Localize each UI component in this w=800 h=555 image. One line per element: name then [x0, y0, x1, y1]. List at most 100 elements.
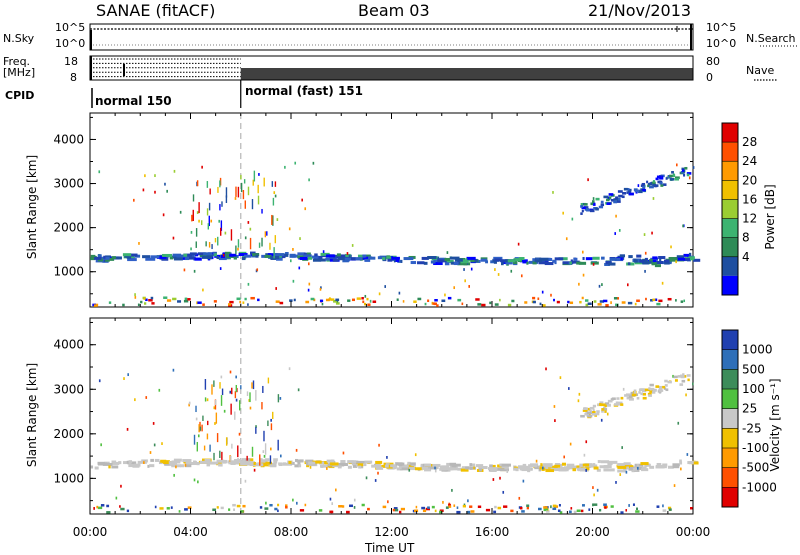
backscatter-cell — [668, 508, 672, 511]
backscatter-cell — [604, 404, 607, 408]
backscatter-cell — [618, 229, 621, 232]
backscatter-cell — [578, 261, 587, 265]
backscatter-cell — [251, 382, 253, 389]
backscatter-cell — [230, 455, 232, 462]
backscatter-cell — [242, 458, 246, 462]
backscatter-cell — [331, 502, 334, 506]
backscatter-cell — [578, 282, 580, 286]
backscatter-cell — [474, 258, 478, 262]
backscatter-cell — [522, 479, 525, 483]
backscatter-cell — [192, 209, 194, 222]
backscatter-cell — [242, 190, 245, 200]
backscatter-cell — [208, 461, 219, 465]
backscatter-cell — [620, 396, 624, 400]
backscatter-cell — [243, 179, 246, 184]
backscatter-cell — [641, 182, 646, 186]
backscatter-cell — [219, 180, 221, 188]
backscatter-cell — [430, 260, 436, 264]
backscatter-cell — [164, 462, 174, 466]
y-tick-label: 2000 — [53, 221, 84, 235]
backscatter-cell — [675, 299, 677, 302]
backscatter-cell — [454, 258, 463, 262]
backscatter-cell — [602, 408, 608, 411]
velocity-colorbar-tick-label: 25 — [742, 402, 757, 416]
backscatter-cell — [446, 462, 450, 466]
backscatter-cell — [633, 258, 637, 262]
backscatter-cell — [623, 187, 628, 191]
backscatter-cell — [184, 463, 187, 467]
backscatter-cell — [608, 193, 614, 196]
backscatter-cell — [90, 254, 96, 258]
backscatter-cell — [243, 254, 252, 258]
backscatter-cell — [191, 214, 193, 222]
backscatter-cell — [173, 458, 182, 462]
backscatter-cell — [240, 174, 242, 180]
backscatter-cell — [595, 197, 600, 201]
backscatter-cell — [279, 301, 284, 305]
backscatter-cell — [421, 256, 429, 260]
backscatter-cell — [561, 462, 567, 466]
backscatter-cell — [265, 501, 267, 505]
backscatter-cell — [183, 268, 186, 272]
cpid-segment-2: normal (fast) 151 — [245, 84, 363, 98]
backscatter-cell — [592, 197, 595, 200]
backscatter-cell — [607, 399, 613, 403]
backscatter-cell — [434, 466, 436, 470]
backscatter-cell — [261, 459, 268, 463]
backscatter-cell — [658, 299, 663, 303]
backscatter-cell — [556, 300, 560, 304]
backscatter-cell — [196, 180, 199, 187]
backscatter-cell — [593, 203, 596, 206]
backscatter-cell — [183, 253, 193, 257]
backscatter-cell — [270, 418, 272, 422]
backscatter-cell — [201, 424, 203, 432]
backscatter-cell — [597, 460, 601, 464]
backscatter-cell — [648, 387, 651, 390]
nave-tick-top: 80 — [706, 55, 720, 68]
backscatter-cell — [238, 253, 248, 257]
backscatter-cell — [249, 406, 252, 410]
backscatter-cell — [680, 300, 684, 303]
backscatter-cell — [235, 384, 238, 393]
x-tick-label: 12:00 — [374, 525, 409, 539]
backscatter-cell — [473, 466, 475, 470]
backscatter-cell — [477, 303, 482, 306]
backscatter-cell — [242, 504, 246, 508]
backscatter-cell — [628, 192, 634, 196]
backscatter-cell — [633, 390, 636, 394]
velocity-colorbar-segment — [722, 389, 738, 409]
backscatter-cell — [241, 257, 246, 261]
backscatter-cell — [168, 461, 176, 465]
power-colorbar-segment — [722, 142, 738, 162]
backscatter-cell — [179, 210, 182, 214]
backscatter-cell — [451, 465, 457, 469]
backscatter-cell — [261, 208, 263, 214]
backscatter-cell — [593, 466, 599, 470]
backscatter-cell — [507, 259, 515, 263]
backscatter-cell — [543, 506, 548, 509]
backscatter-cell — [196, 462, 200, 466]
backscatter-cell — [240, 510, 244, 513]
backscatter-cell — [257, 184, 259, 194]
backscatter-cell — [230, 403, 232, 415]
backscatter-cell — [297, 461, 301, 465]
backscatter-cell — [120, 507, 125, 511]
backscatter-cell — [235, 245, 237, 255]
backscatter-cell — [545, 367, 547, 371]
beam-title: Beam 03 — [358, 1, 430, 20]
backscatter-cell — [664, 261, 670, 265]
backscatter-cell — [645, 260, 652, 264]
backscatter-cell — [154, 174, 156, 178]
backscatter-cell — [538, 507, 542, 511]
backscatter-cell — [169, 462, 178, 466]
backscatter-cell — [610, 301, 612, 305]
backscatter-cell — [642, 392, 647, 396]
freq-label-1: Freq. — [3, 55, 31, 68]
backscatter-cell — [294, 161, 297, 165]
backscatter-cell — [679, 459, 682, 463]
backscatter-cell — [593, 503, 598, 506]
backscatter-cell — [460, 468, 469, 472]
backscatter-cell — [656, 302, 661, 306]
nave-tick-bottom: 0 — [706, 71, 713, 84]
backscatter-cell — [115, 496, 118, 500]
